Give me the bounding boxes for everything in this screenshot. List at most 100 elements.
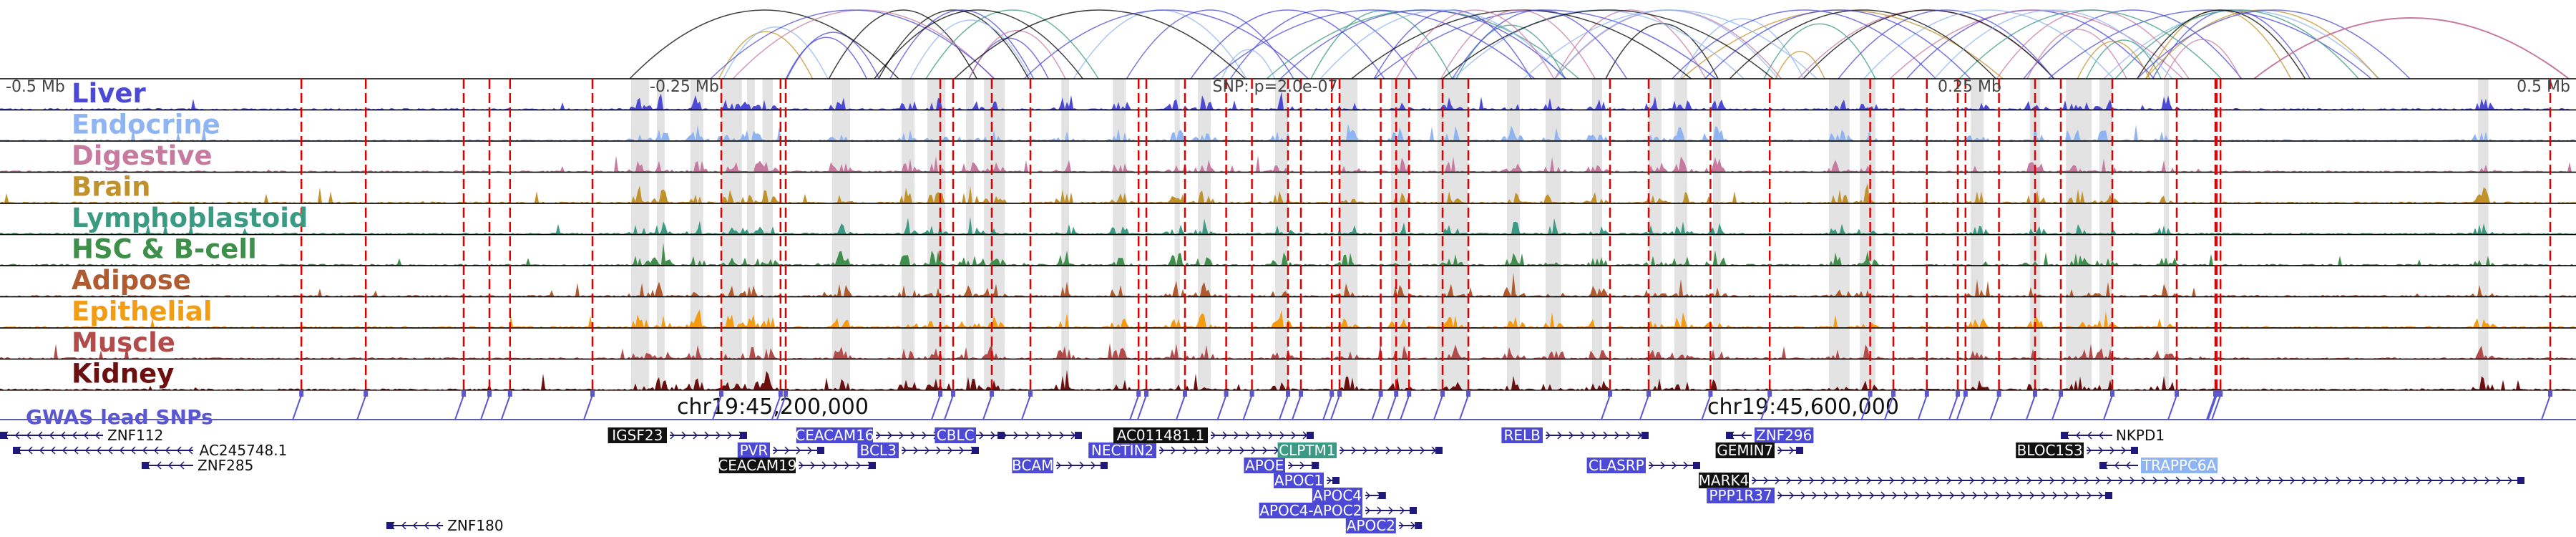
strand-arrow bbox=[807, 446, 813, 455]
interaction-arc bbox=[629, 9, 899, 79]
track-labels: LiverEndocrineDigestiveBrainLymphoblasto… bbox=[72, 78, 308, 390]
strand-arrow bbox=[1362, 446, 1368, 455]
strand-arrow bbox=[2121, 446, 2127, 455]
strand-arrow bbox=[947, 446, 953, 455]
strand-arrow bbox=[1211, 431, 1216, 440]
lead-snp-stem bbox=[1989, 395, 2000, 420]
interaction-arc bbox=[1958, 9, 2222, 79]
gene-ac245748-1: AC245748.1 bbox=[13, 442, 287, 459]
gene-label: CLASRP bbox=[1589, 457, 1644, 474]
gene-label-box bbox=[608, 427, 667, 443]
interaction-arc bbox=[2086, 39, 2162, 79]
strand-arrow bbox=[84, 446, 90, 455]
strand-arrow bbox=[1228, 446, 1234, 455]
interaction-arc bbox=[1704, 9, 1971, 79]
strand-arrow bbox=[26, 431, 31, 440]
strand-arrow bbox=[1995, 491, 2001, 500]
lead-snp-stem bbox=[454, 395, 464, 420]
strand-arrow bbox=[1866, 476, 1872, 485]
strand-arrow bbox=[1626, 431, 1631, 440]
interaction-arc bbox=[1319, 9, 1566, 79]
gene-nkpd1: NKPD1 bbox=[2061, 427, 2165, 444]
interaction-arc bbox=[878, 9, 1030, 79]
gene-label: APOC1 bbox=[1274, 472, 1323, 489]
strand-arrow bbox=[2087, 431, 2092, 440]
strand-arrow bbox=[1786, 476, 1792, 485]
strand-arrow bbox=[179, 461, 185, 470]
strand-arrow bbox=[2125, 461, 2131, 470]
strand-arrow bbox=[833, 461, 839, 470]
lead-snp-stem bbox=[1701, 395, 1712, 420]
gene-label-box bbox=[2016, 442, 2084, 458]
strand-arrow bbox=[716, 431, 721, 440]
strand-arrow bbox=[1892, 491, 1898, 500]
gene-label: MARK4 bbox=[1699, 472, 1750, 489]
strand-arrow bbox=[62, 446, 67, 455]
strand-arrow bbox=[2221, 476, 2227, 485]
strand-arrow bbox=[401, 521, 406, 530]
strand-arrow bbox=[2114, 461, 2119, 470]
gene-exon bbox=[1410, 507, 1417, 514]
strand-arrow bbox=[1972, 491, 1978, 500]
gene-exon bbox=[817, 447, 824, 454]
strand-arrow bbox=[1878, 476, 1883, 485]
lead-snp-stem bbox=[1956, 395, 1966, 420]
strand-arrow bbox=[1603, 431, 1609, 440]
strand-arrow bbox=[1251, 446, 1257, 455]
lead-snp-marker bbox=[1378, 391, 1383, 397]
gene-exon bbox=[1415, 522, 1423, 529]
strand-arrow bbox=[2301, 476, 2307, 485]
lead-snp-stem bbox=[1137, 395, 1147, 420]
lead-snp-marker bbox=[1249, 391, 1254, 397]
gene-label-box bbox=[1501, 427, 1543, 443]
relative-tick-label: 0.5 Mb bbox=[2517, 78, 2570, 96]
strand-arrow bbox=[1279, 431, 1285, 440]
strand-arrow bbox=[1763, 476, 1769, 485]
strand-arrow bbox=[49, 431, 54, 440]
strand-arrow bbox=[2336, 476, 2341, 485]
lead-snp-stem bbox=[2051, 395, 2062, 420]
strand-arrow bbox=[1797, 476, 1803, 485]
lead-snp-marker bbox=[1224, 391, 1229, 397]
gene-ppp1r37: PPP1R37 bbox=[1707, 487, 2112, 504]
lead-snp-marker bbox=[1136, 391, 1141, 397]
interaction-arc bbox=[710, 9, 995, 79]
strand-arrow bbox=[1740, 431, 1746, 440]
strand-arrow bbox=[2358, 476, 2364, 485]
strand-arrow bbox=[2041, 491, 2046, 500]
gene-label-box bbox=[2141, 458, 2218, 473]
strand-arrow bbox=[899, 431, 904, 440]
strand-arrow bbox=[107, 446, 113, 455]
strand-arrow bbox=[2244, 476, 2250, 485]
gene-label: NECTIN2 bbox=[1091, 442, 1153, 459]
lead-snp-stem bbox=[771, 395, 781, 420]
strand-arrow bbox=[1903, 491, 1909, 500]
lead-snp-marker bbox=[2214, 391, 2219, 397]
strand-arrow bbox=[844, 461, 850, 470]
strand-arrow bbox=[1568, 431, 1574, 440]
strand-arrow bbox=[153, 446, 159, 455]
lead-snp-stem bbox=[1371, 395, 1382, 420]
strand-arrow bbox=[1002, 431, 1008, 440]
interaction-arc bbox=[723, 26, 829, 79]
strand-arrow bbox=[1268, 431, 1274, 440]
interaction-arc bbox=[874, 9, 1083, 79]
strand-arrow bbox=[2152, 476, 2158, 485]
lead-snp-marker bbox=[507, 391, 512, 397]
strand-arrow bbox=[1580, 431, 1586, 440]
strand-arrow bbox=[2075, 491, 2081, 500]
strand-arrow bbox=[156, 461, 162, 470]
lead-snp-marker bbox=[1407, 391, 1412, 397]
gwas-lead-snp-track: GWAS lead SNPs bbox=[0, 391, 2576, 429]
lead-snp-marker bbox=[299, 391, 304, 397]
gene-exon bbox=[1693, 462, 1700, 469]
lead-snp-stem bbox=[1601, 395, 1611, 420]
gene-label: APOC4-APOC2 bbox=[1259, 502, 1362, 519]
interaction-arc bbox=[2048, 9, 2372, 79]
gene-label-box bbox=[1586, 458, 1646, 473]
strand-arrow bbox=[727, 431, 733, 440]
strand-arrow bbox=[1984, 491, 1989, 500]
strand-arrow bbox=[1056, 461, 1062, 470]
gene-label: CEACAM16 bbox=[795, 427, 874, 444]
strand-arrow bbox=[2370, 476, 2376, 485]
